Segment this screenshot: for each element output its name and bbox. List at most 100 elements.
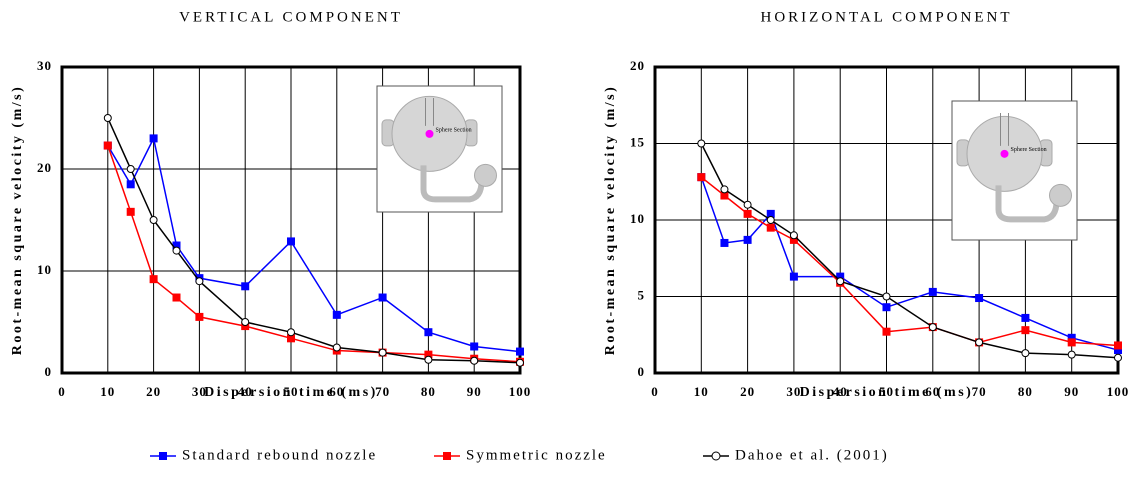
chart-title: HORIZONTAL COMPONENT: [761, 9, 1013, 25]
x-tick-label: 20: [740, 384, 755, 399]
plot-frame: [653, 65, 1120, 375]
series-line: [107, 136, 521, 353]
marker: [766, 223, 775, 232]
x-tick-label: 90: [467, 384, 482, 399]
marker: [1067, 350, 1076, 359]
x-tick-label: 10: [100, 384, 115, 399]
x-tick-label: 100: [1107, 384, 1130, 399]
plot-frame: [60, 65, 522, 375]
inset-dot: [425, 129, 434, 138]
marker: [149, 134, 158, 143]
inset-nozzle: [995, 185, 1060, 223]
legend-marker: [443, 452, 451, 460]
y-axis-label: Root-mean square velocity (m/s): [603, 85, 618, 356]
x-tick-label: 90: [1064, 384, 1079, 399]
y-tick-label: 15: [630, 134, 645, 149]
marker: [332, 343, 341, 352]
inset-dot: [1000, 149, 1009, 158]
marker: [241, 318, 250, 326]
y-tick-label: 0: [45, 364, 53, 379]
inset-label: Sphere Section: [436, 127, 472, 133]
x-axis-label: Dispersion time (ms): [800, 385, 974, 400]
marker: [789, 235, 798, 244]
x-tick-label: 30: [786, 384, 801, 399]
x-tick-label: 60: [925, 384, 940, 399]
marker: [1021, 326, 1030, 335]
series-line: [700, 143, 1119, 359]
marker: [789, 272, 798, 281]
marker: [720, 185, 729, 194]
marker: [172, 241, 181, 250]
marker: [1067, 338, 1076, 347]
marker: [1021, 349, 1030, 358]
x-tick-label: 40: [238, 384, 253, 399]
marker: [789, 231, 798, 240]
x-tick-label: 70: [375, 384, 390, 399]
x-tick-label: 0: [651, 384, 659, 399]
marker: [975, 294, 984, 303]
marker: [470, 356, 479, 365]
marker: [103, 114, 112, 122]
marker: [766, 216, 775, 224]
inset-tube: [1000, 113, 1009, 146]
legend-marker: [711, 451, 721, 461]
x-tick-label: 50: [879, 384, 894, 399]
marker: [126, 165, 135, 173]
y-axis-label: Root-mean square velocity (m/s): [10, 85, 25, 356]
x-tick-label: 100: [509, 384, 532, 399]
chart-title: VERTICAL COMPONENT: [179, 9, 403, 25]
marker: [378, 348, 387, 357]
marker: [1114, 341, 1122, 350]
marker: [743, 209, 752, 218]
series-line: [107, 117, 521, 364]
x-tick-label: 50: [284, 384, 299, 399]
inset-label: Sphere Section: [1011, 147, 1047, 153]
marker: [126, 207, 135, 216]
marker: [172, 246, 181, 255]
series-line: [107, 145, 521, 363]
legend-label: Standard rebound nozzle: [182, 447, 377, 463]
marker: [882, 303, 891, 312]
marker: [287, 328, 295, 337]
inset-tube: [425, 98, 434, 126]
marker: [241, 282, 250, 291]
inset-bulb: [1049, 183, 1072, 207]
marker: [149, 275, 158, 284]
marker: [516, 347, 524, 356]
x-tick-label: 0: [58, 384, 66, 399]
marker: [743, 235, 752, 244]
x-tick-label: 30: [192, 384, 207, 399]
marker: [975, 338, 984, 347]
marker: [424, 328, 433, 337]
legend-label: Symmetric nozzle: [466, 447, 607, 463]
marker: [332, 310, 341, 319]
marker: [928, 323, 937, 332]
x-tick-label: 40: [833, 384, 848, 399]
y-tick-label: 10: [37, 262, 52, 277]
marker: [766, 209, 775, 218]
y-tick-label: 20: [630, 58, 645, 73]
marker: [697, 173, 706, 182]
marker: [149, 216, 158, 224]
marker: [241, 322, 250, 331]
marker: [424, 355, 433, 364]
inset-nozzle: [420, 165, 485, 203]
inset-bulb: [474, 163, 497, 187]
marker: [1114, 346, 1122, 355]
inset-image: Sphere Section: [376, 85, 503, 213]
marker: [882, 327, 891, 336]
marker: [103, 141, 112, 150]
marker: [836, 272, 845, 281]
y-tick-label: 10: [630, 211, 645, 226]
marker: [126, 180, 135, 189]
marker: [470, 342, 479, 351]
legend-label: Dahoe et al. (2001): [735, 447, 889, 463]
x-tick-label: 80: [1018, 384, 1033, 399]
x-axis-label: Dispersion time (ms): [204, 385, 378, 400]
marker: [424, 350, 433, 359]
marker: [516, 358, 524, 367]
marker: [195, 312, 204, 321]
marker: [928, 287, 937, 296]
marker: [287, 334, 295, 343]
